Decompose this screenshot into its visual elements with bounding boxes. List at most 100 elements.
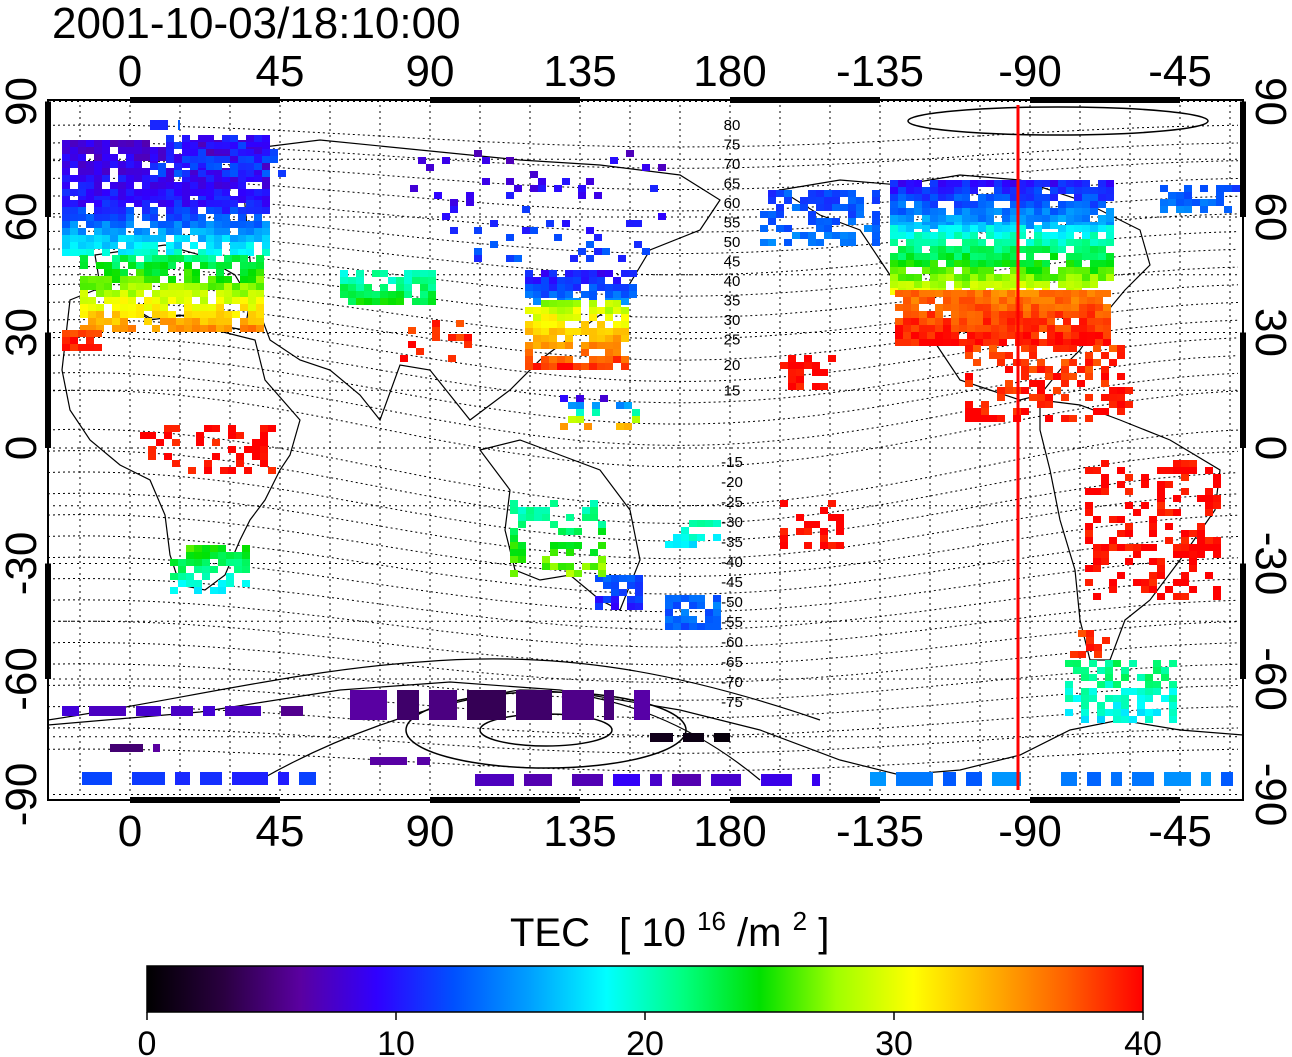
tec-pixel: [1002, 239, 1010, 246]
tec-pixel: [557, 321, 565, 328]
contour-label-north: 80: [724, 117, 741, 134]
tec-pixel: [240, 304, 248, 311]
tec-pixel: [1109, 401, 1117, 408]
contour-label-north: 40: [724, 273, 741, 290]
tec-pixel: [689, 602, 697, 609]
tec-pixel: [1010, 232, 1018, 239]
tec-pixel: [1097, 702, 1105, 709]
tec-pixel: [110, 196, 118, 203]
tec-pixel: [86, 221, 94, 228]
tec-pixel: [816, 204, 824, 211]
tec-pixel: [1109, 586, 1117, 593]
tec-pixel: [110, 189, 118, 196]
tec-pixel: [954, 225, 962, 232]
tec-pixel: [1082, 267, 1090, 274]
tec-pixel: [216, 290, 224, 297]
tec-pixel: [927, 290, 935, 297]
tec-pixel: [1224, 185, 1232, 192]
tec-pixel: [1101, 481, 1109, 488]
tec-pixel: [120, 311, 128, 318]
tec-pixel: [994, 260, 1002, 267]
tec-pixel: [590, 500, 598, 507]
tec-pixel: [1149, 572, 1157, 579]
tec-pixel: [581, 328, 589, 335]
tec-pixel: [962, 246, 970, 253]
tec-pixel: [134, 161, 142, 168]
tec-pixel: [206, 142, 214, 149]
tec-pixel: [1085, 352, 1093, 359]
tec-pixel: [1169, 702, 1177, 709]
tec-pixel: [510, 528, 518, 535]
tec-pixel: [581, 363, 589, 370]
tec-pixel: [1085, 565, 1093, 572]
tec-pixel: [1045, 394, 1053, 401]
tec-pixel: [911, 325, 919, 332]
tec-pixel: [1117, 544, 1125, 551]
tec-pixel: [1090, 260, 1098, 267]
tec-pixel: [1074, 274, 1082, 281]
tec-pixel: [1082, 281, 1090, 288]
tec-pixel: [1085, 579, 1093, 586]
tec-pixel: [938, 274, 946, 281]
tec-pixel: [1103, 290, 1111, 297]
tec-pixel: [711, 774, 741, 786]
tec-pixel: [126, 207, 134, 214]
tec-pixel: [222, 200, 230, 207]
tec-pixel: [574, 542, 582, 549]
tec-pixel: [1095, 332, 1103, 339]
tec-pixel: [134, 147, 142, 154]
tec-pixel: [898, 274, 906, 281]
tec-pixel: [788, 383, 796, 390]
tec-pixel: [613, 774, 640, 786]
tec-pixel: [1157, 488, 1165, 495]
tec-pixel: [192, 269, 200, 276]
tec-pixel: [890, 267, 898, 274]
tec-pixel: [1037, 387, 1045, 394]
tec-pixel: [208, 283, 216, 290]
tec-pixel: [1153, 681, 1161, 688]
tec-pixel: [174, 182, 182, 189]
tec-pixel: [1093, 544, 1101, 551]
tec-pixel: [689, 541, 697, 548]
tec-pixel: [256, 269, 264, 276]
tec-pixel: [1093, 558, 1101, 565]
tec-pixel: [872, 239, 880, 246]
tec-pixel: [104, 297, 112, 304]
tec-pixel: [1208, 199, 1216, 206]
tec-pixel: [144, 262, 152, 269]
tec-pixel: [1071, 339, 1079, 346]
tec-pixel: [1106, 260, 1114, 267]
tec-pixel: [983, 318, 991, 325]
tec-pixel: [1042, 239, 1050, 246]
tec-pixel: [94, 161, 102, 168]
tec-pixel: [225, 706, 261, 716]
tec-pixel: [152, 304, 160, 311]
tec-pixel: [557, 300, 565, 307]
tec-pixel: [144, 276, 152, 283]
tec-pixel: [62, 249, 70, 256]
tec-pixel: [959, 339, 967, 346]
tec-pixel: [1082, 208, 1090, 215]
south-contour-curve: [47, 658, 821, 721]
tec-pixel: [966, 772, 982, 786]
tec-pixel: [182, 214, 190, 221]
tec-pixel: [112, 255, 120, 262]
tec-pixel: [999, 325, 1007, 332]
tec-pixel: [1087, 339, 1095, 346]
tec-pixel: [635, 596, 643, 603]
tec-pixel: [986, 180, 994, 187]
tec-pixel: [951, 311, 959, 318]
tec-pixel: [242, 580, 250, 587]
tec-pixel: [946, 187, 954, 194]
tec-pixel: [168, 283, 176, 290]
tec-pixel: [240, 262, 248, 269]
tec-pixel: [1071, 332, 1079, 339]
tec-pixel: [1026, 194, 1034, 201]
contour-line: [47, 727, 1239, 754]
tec-pixel: [581, 321, 589, 328]
contour-label-north: 70: [724, 156, 741, 173]
tec-pixel: [1105, 660, 1113, 667]
tec-pixel: [1137, 688, 1145, 695]
tec-pixel: [126, 168, 134, 175]
tec-pixel: [796, 376, 804, 383]
